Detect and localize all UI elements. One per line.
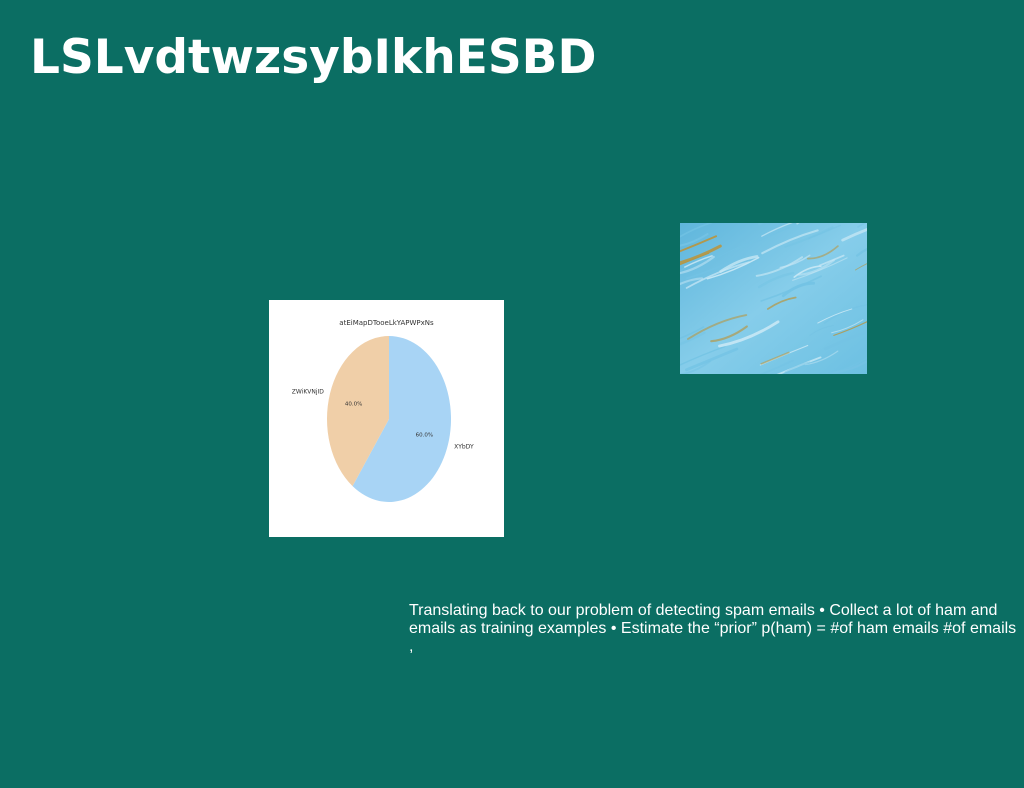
texture-fiber: [680, 223, 713, 238]
pie-slice-zwikvnjid: [327, 336, 389, 487]
texture-fiber: [680, 326, 705, 340]
texture-fiber: [767, 296, 797, 310]
texture-fiber: [761, 223, 793, 237]
texture-fiber: [680, 233, 709, 247]
pie-category-label: XYbDY: [454, 443, 474, 450]
texture-fiber: [680, 277, 704, 286]
texture-fiber: [784, 361, 811, 374]
texture-fiber: [706, 256, 760, 280]
texture-fiber: [806, 245, 839, 260]
texture-fiber: [757, 271, 795, 289]
texture-fiber: [776, 356, 822, 374]
texture-fiber: [825, 356, 867, 374]
texture-fiber: [784, 226, 834, 248]
texture-fiber: [804, 350, 839, 366]
body-text: Translating back to our problem of detec…: [409, 602, 1017, 655]
texture-fiber: [710, 325, 748, 343]
texture-fiber: [832, 360, 867, 374]
texture-fiber: [831, 319, 864, 334]
microscopy-texture-icon: [680, 223, 867, 374]
texture-fiber: [757, 223, 765, 226]
texture-fiber: [793, 265, 822, 278]
texture-fiber: [797, 259, 836, 276]
texture-fiber: [755, 256, 804, 277]
texture-fiber: [857, 223, 867, 228]
pie-chart-figure: atEiMapDTooeLkYAPWPxNs 60.0% XYbDY 40.0% ZW…: [269, 300, 504, 537]
texture-fiber: [685, 261, 750, 289]
texture-fiber: [761, 229, 819, 255]
texture-fiber: [833, 321, 867, 336]
texture-fiber: [685, 347, 739, 372]
pie-category-label: ZWiKVNjID: [292, 389, 325, 396]
texture-fiber: [809, 325, 835, 336]
texture-fiber: [855, 247, 867, 257]
texture-fiber: [680, 235, 718, 253]
pie-slice-xybdy: [352, 336, 451, 502]
pie-value-label: 60.0%: [416, 432, 433, 438]
texture-fiber: [680, 244, 722, 265]
texture-fiber: [760, 351, 790, 365]
pie-value-label: 40.0%: [345, 402, 362, 408]
texture-fiber: [687, 314, 748, 341]
texture-fiber: [818, 254, 845, 267]
texture-fiber: [680, 360, 712, 374]
texture-fiber: [680, 331, 706, 346]
texture-fiber: [759, 359, 795, 374]
texture-fiber: [680, 345, 726, 366]
texture-fiber: [817, 308, 853, 324]
texture-fiber: [841, 228, 867, 242]
texture-fiber: [680, 255, 715, 275]
texture-fiber: [823, 330, 867, 351]
microscopy-image: [680, 223, 867, 374]
texture-fiber: [718, 320, 780, 348]
texture-fiber: [684, 255, 713, 268]
texture-fiber: [735, 227, 790, 251]
texture-fiber: [719, 255, 759, 273]
texture-fiber: [686, 253, 746, 280]
texture-fiber: [854, 263, 867, 271]
pie-chart: atEiMapDTooeLkYAPWPxNs 60.0% XYbDY 40.0% ZW…: [292, 319, 474, 502]
slide-title: LSLvdtwzsybIkhESBD: [30, 30, 597, 85]
texture-fiber: [760, 275, 822, 302]
chart-title: atEiMapDTooeLkYAPWPxNs: [339, 319, 434, 327]
